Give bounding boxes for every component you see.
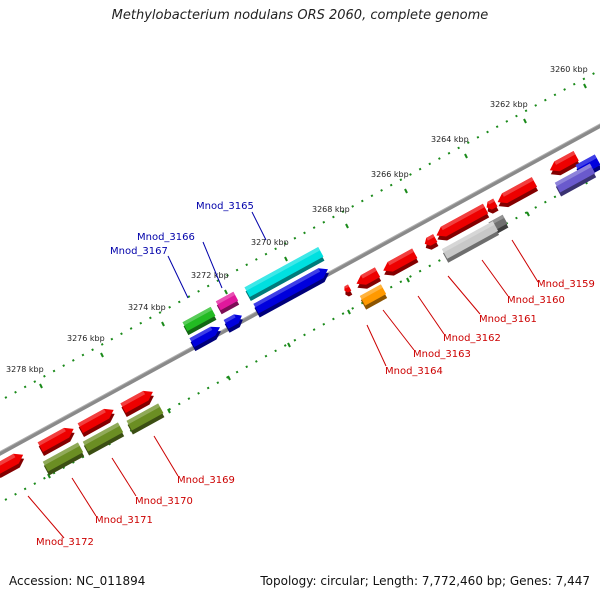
gene-label-mnod-3171: Mnod_3171 (95, 515, 153, 526)
kbp-tick-mark (345, 223, 349, 229)
gene-red-3170 (77, 408, 115, 437)
gene-label-mnod-3164: Mnod_3164 (385, 366, 443, 377)
kbp-tick-mark (404, 188, 408, 194)
gene-red-right-1 (549, 150, 580, 176)
kbp-tick-mark (284, 256, 288, 262)
gene-red-3163 (383, 248, 419, 276)
gene-blue-small (223, 314, 243, 333)
kbp-tick-label: 3260 kbp (550, 65, 588, 74)
gene-blue-outer (253, 268, 329, 318)
gene-green-mnod-3167 (182, 306, 217, 336)
gene-label-mnod-3159: Mnod_3159 (537, 279, 595, 290)
kbp-tick-mark (406, 277, 410, 283)
leader-line (251, 211, 267, 241)
kbp-tick-mark (523, 118, 527, 124)
figure-title: Methylobacterium nodulans ORS 2060, comp… (111, 8, 489, 23)
gene-red-3171 (37, 427, 75, 456)
kbp-tick-mark (347, 309, 351, 315)
kbp-tick-mark (464, 153, 468, 159)
gene-red-small-b (424, 234, 439, 250)
gene-red-tiny (344, 284, 353, 297)
kbp-tick-mark (47, 473, 51, 479)
leader-line (27, 495, 65, 539)
kbp-tick-mark (227, 375, 231, 381)
gene-label-mnod-3165: Mnod_3165 (196, 201, 254, 212)
gene-label-mnod-3163: Mnod_3163 (413, 349, 471, 360)
gene-red-3159 (497, 177, 539, 208)
outer-ruler-dots (4, 69, 600, 399)
gene-label-mnod-3167: Mnod_3167 (110, 246, 168, 257)
kbp-tick-label: 3264 kbp (431, 135, 469, 144)
leader-line (366, 324, 387, 367)
gene-olive-3171 (42, 442, 85, 476)
kbp-tick-label: 3268 kbp (312, 205, 350, 214)
gene-label-mnod-3172: Mnod_3172 (36, 537, 94, 548)
leader-line (167, 255, 189, 299)
leader-line (511, 239, 539, 283)
kbp-tick-label: 3262 kbp (490, 100, 528, 109)
gene-label-mnod-3166: Mnod_3166 (137, 232, 195, 243)
leader-line (447, 275, 481, 315)
kbp-tick-mark (583, 83, 587, 89)
gene-red-small-a (486, 198, 499, 214)
leader-line (153, 435, 179, 477)
gene-label-mnod-3170: Mnod_3170 (135, 496, 193, 507)
gene-red-3164 (356, 267, 382, 289)
gene-label-mnod-3161: Mnod_3161 (479, 314, 537, 325)
kbp-tick-mark (167, 408, 171, 414)
kbp-tick-label: 3278 kbp (6, 365, 44, 374)
gene-label-mnod-3169: Mnod_3169 (177, 475, 235, 486)
genome-summary-text: Topology: circular; Length: 7,772,460 bp… (260, 574, 590, 588)
kbp-tick-label: 3274 kbp (128, 303, 166, 312)
gene-red-3172 (0, 453, 25, 479)
kbp-tick-mark (39, 383, 43, 389)
gene-blue-left (189, 326, 222, 352)
kbp-tick-label: 3266 kbp (371, 170, 409, 179)
leader-line (111, 457, 137, 497)
gene-lightgray-3161 (441, 221, 500, 263)
gene-label-mnod-3162: Mnod_3162 (443, 333, 501, 344)
leader-line (481, 259, 509, 297)
gene-olive-3169 (126, 403, 165, 435)
kbp-tick-label: 3272 kbp (191, 271, 229, 280)
kbp-tick-mark (100, 352, 104, 358)
kbp-tick-mark (224, 289, 228, 295)
gene-magenta-mnod-3166 (215, 291, 240, 315)
gene-label-mnod-3160: Mnod_3160 (507, 295, 565, 306)
gene-red-3169 (120, 390, 154, 417)
gene-slate-right (554, 163, 597, 197)
gene-orange-3163 (359, 284, 388, 310)
accession-text: Accession: NC_011894 (9, 574, 146, 588)
leader-line (71, 477, 97, 517)
gene-cyan-mnod-3165 (244, 246, 325, 302)
kbp-tick-mark (287, 342, 291, 348)
gene-olive-3170 (82, 422, 125, 456)
kbp-tick-label: 3270 kbp (251, 238, 289, 247)
kbp-tick-mark (161, 321, 165, 327)
leader-line (417, 295, 445, 335)
leader-line (382, 309, 415, 351)
leader-line (202, 241, 223, 289)
kbp-tick-mark (526, 211, 530, 217)
kbp-tick-label: 3276 kbp (67, 334, 105, 343)
gene-red-3162 (436, 203, 490, 241)
